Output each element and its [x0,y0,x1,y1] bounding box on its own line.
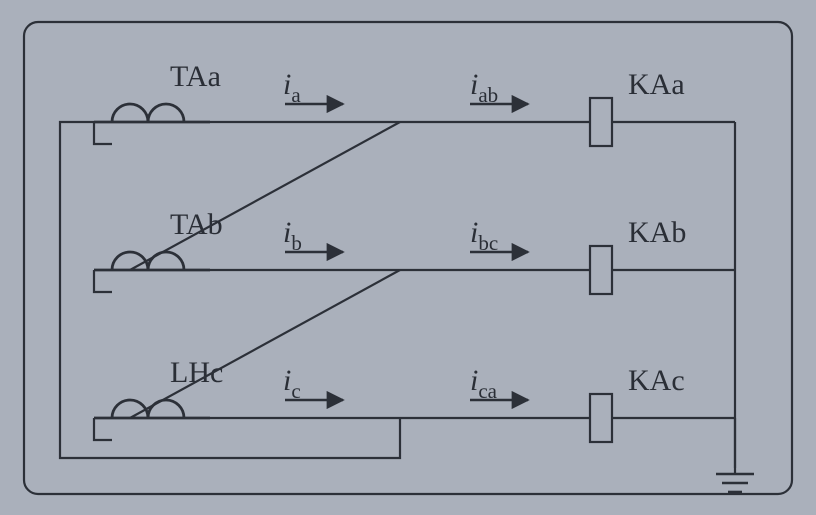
label-ka-a: KAa [628,68,685,101]
label-ct-c: LHc [170,356,223,389]
label-ka-b: KAb [628,216,686,249]
circuit-diagram: TAaiaiabKAaTAbibibcKAbLHcicicaKAc [0,0,816,515]
label-ka-c: KAc [628,364,685,397]
label-ct-a: TAa [170,60,221,93]
diagram-background [0,0,816,515]
